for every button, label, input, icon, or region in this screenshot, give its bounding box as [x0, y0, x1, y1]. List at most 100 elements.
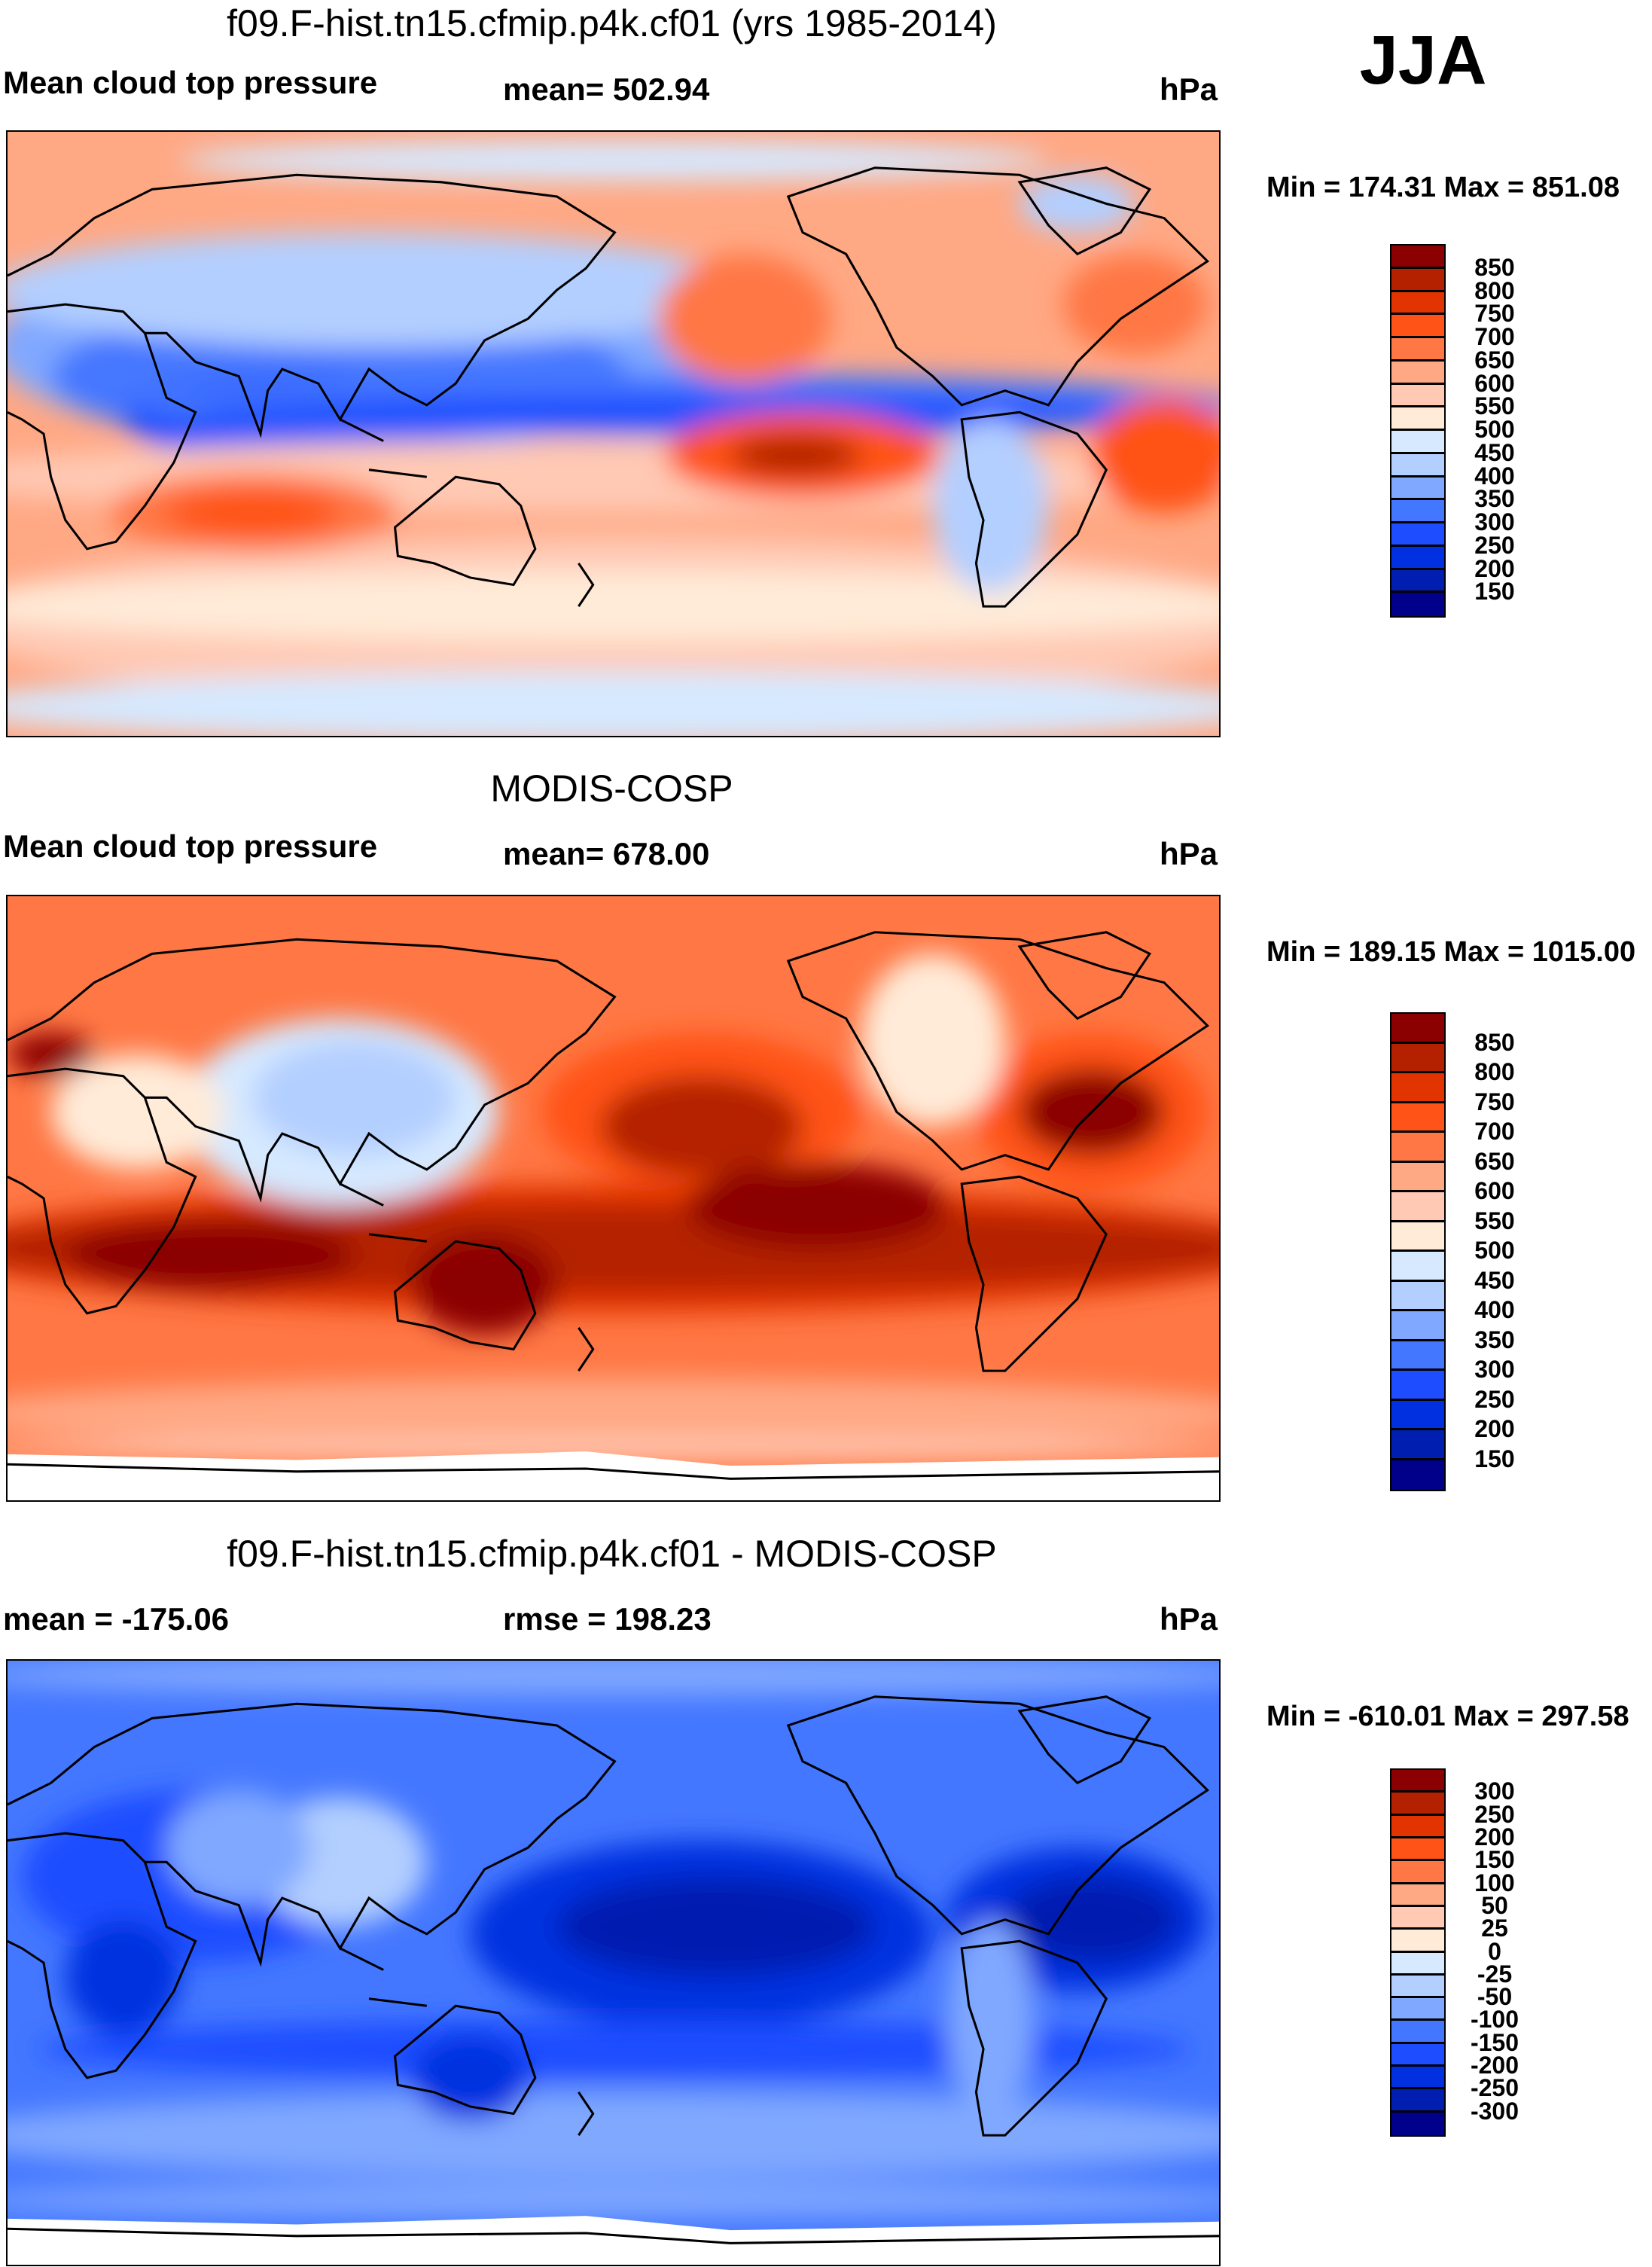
colorbar-swatch: [1391, 1133, 1444, 1163]
colorbar-tick-label: -200: [1470, 2052, 1519, 2079]
colorbar-tick-label: 550: [1474, 1207, 1515, 1234]
contour-region: [166, 490, 340, 536]
colorbar-tick-label: 250: [1474, 1385, 1515, 1413]
panel3-units-label: hPa: [1160, 1601, 1218, 1637]
colorbar-swatch: [1391, 1884, 1444, 1907]
colorbar-swatch: [1391, 315, 1444, 338]
colorbar-swatch: [1391, 477, 1444, 501]
contour-region: [1004, 1876, 1179, 1963]
panel1-title: f09.F-hist.tn15.cfmip.p4k.cf01 (yrs 1985…: [227, 2, 997, 44]
colorbar-tick-label: 800: [1474, 276, 1515, 304]
panel2-units-label: hPa: [1160, 836, 1218, 871]
colorbar-swatch: [1391, 1192, 1444, 1222]
colorbar-tick-label: 500: [1474, 1237, 1515, 1264]
colorbar-swatch: [1391, 384, 1444, 408]
contour-region: [253, 1039, 456, 1155]
colorbar-swatch: [1391, 1281, 1444, 1311]
colorbar-tick-label: 450: [1474, 1266, 1515, 1294]
missing-data-region: [8, 2216, 1219, 2265]
panel1-variable-label: Mean cloud top pressure: [3, 65, 378, 100]
colorbar-swatch: [1391, 2021, 1444, 2044]
colorbar-swatch: [1391, 1815, 1444, 1838]
panel1-units-label: hPa: [1160, 72, 1218, 107]
colorbar-tick-label: 400: [1474, 462, 1515, 490]
colorbar-swatch: [1391, 1222, 1444, 1252]
colorbar-swatch: [1391, 1906, 1444, 1930]
colorbar-swatch: [1391, 246, 1444, 269]
contour-region: [932, 419, 1049, 593]
colorbar-tick-label: 400: [1474, 1296, 1515, 1323]
antarctica-coastline: [8, 2227, 1219, 2244]
panel1-map: [6, 130, 1221, 737]
colorbar-swatch: [1391, 1400, 1444, 1430]
panel3-mean-label: mean = -175.06: [3, 1601, 230, 1637]
colorbar-swatch: [1391, 1073, 1444, 1103]
contour-region: [65, 1219, 355, 1292]
colorbar-swatch: [1391, 431, 1444, 454]
colorbar-tick-label: -100: [1470, 2006, 1519, 2034]
colorbar-tick-label: 450: [1474, 438, 1515, 466]
colorbar-tick-label: 300: [1474, 1356, 1515, 1383]
colorbar-tick-label: 350: [1474, 485, 1515, 513]
contour-region: [166, 1789, 312, 1905]
antarctica-coastline: [8, 1463, 1219, 1480]
contour-region: [1020, 175, 1135, 233]
panel3-map: [6, 1659, 1221, 2266]
colorbar-tick-label: 850: [1474, 253, 1515, 281]
contour-region: [687, 1162, 948, 1249]
panel1-mean-label: mean= 502.94: [503, 72, 710, 107]
panel1-minmax: Min = 174.31 Max = 851.08: [1266, 172, 1620, 203]
contour-region: [195, 395, 1150, 430]
colorbar-tick-label: 150: [1474, 1846, 1515, 1874]
colorbar-tick-label: 200: [1474, 1415, 1515, 1442]
colorbar-tick-label: 150: [1474, 578, 1515, 606]
contour-region: [947, 1919, 1035, 2122]
colorbar-tick-label: 250: [1474, 1800, 1515, 1828]
colorbar-swatch: [1391, 1975, 1444, 1999]
colorbar-tick-label: 750: [1474, 300, 1515, 328]
panel3-colorbar: [1390, 1768, 1446, 2137]
colorbar-swatch: [1391, 1341, 1444, 1371]
contour-region: [8, 671, 1219, 736]
colorbar-swatch: [1391, 1838, 1444, 1862]
colorbar-swatch: [1391, 1460, 1444, 1490]
panel1-colorbar: [1390, 244, 1446, 618]
colorbar-swatch: [1391, 1014, 1444, 1044]
colorbar-tick-label: 700: [1474, 1118, 1515, 1145]
colorbar-tick-label: 350: [1474, 1326, 1515, 1353]
colorbar-swatch: [1391, 1430, 1444, 1460]
contour-region: [8, 232, 745, 348]
contour-region: [65, 1919, 181, 2035]
colorbar-tick-label: 200: [1474, 554, 1515, 582]
colorbar-swatch: [1391, 1371, 1444, 1401]
colorbar-swatch: [1391, 338, 1444, 362]
contour-region: [8, 2092, 1219, 2179]
contour-region: [730, 435, 861, 476]
contour-region: [600, 1076, 803, 1177]
colorbar-tick-label: 750: [1474, 1088, 1515, 1115]
colorbar-tick-label: 300: [1474, 1777, 1515, 1805]
colorbar-tick-label: 50: [1481, 1891, 1508, 1919]
panel2-title: MODIS-COSP: [490, 767, 733, 810]
contour-region: [8, 1438, 1219, 1462]
colorbar-swatch: [1391, 1252, 1444, 1282]
panel2-variable-label: Mean cloud top pressure: [3, 828, 378, 864]
colorbar-swatch: [1391, 2043, 1444, 2067]
colorbar-tick-label: 600: [1474, 1177, 1515, 1204]
contour-region: [36, 2020, 1193, 2078]
contour-region: [412, 2034, 529, 2122]
colorbar-swatch: [1391, 1952, 1444, 1976]
colorbar-swatch: [1391, 569, 1444, 593]
panel3-rmse-label: rmse = 198.23: [503, 1601, 712, 1637]
contour-region: [1092, 398, 1219, 514]
colorbar-tick-label: -300: [1470, 2097, 1519, 2125]
contour-region: [8, 1661, 1219, 1695]
colorbar-tick-label: 200: [1474, 1823, 1515, 1851]
colorbar-tick-label: -50: [1477, 1983, 1513, 2011]
colorbar-tick-label: 300: [1474, 508, 1515, 535]
colorbar-swatch: [1391, 453, 1444, 478]
colorbar-tick-label: -150: [1470, 2028, 1519, 2056]
colorbar-tick-label: 650: [1474, 1147, 1515, 1175]
colorbar-tick-label: 0: [1488, 1937, 1501, 1965]
contour-region: [860, 953, 1005, 1127]
